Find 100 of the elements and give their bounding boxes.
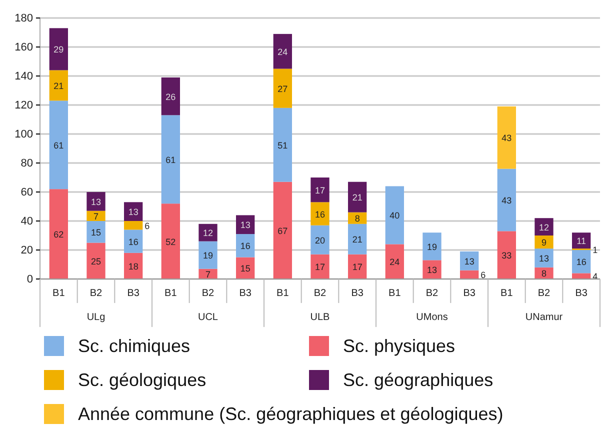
data-label: 29: [54, 44, 64, 55]
data-label: 1: [592, 244, 598, 255]
data-label: 51: [278, 140, 288, 150]
x-tick-label: B2: [90, 288, 103, 299]
data-label: 21: [352, 234, 362, 245]
data-label: 52: [166, 236, 176, 247]
data-label: 17: [352, 262, 362, 272]
x-tick-label: B1: [500, 288, 514, 299]
y-tick-label: 100: [14, 128, 33, 141]
bar: [422, 260, 442, 279]
text: UMons: [416, 312, 448, 323]
bar: [497, 168, 516, 232]
text: ULg: [86, 312, 106, 323]
bar: [348, 182, 367, 212]
y-tick-label: 160: [14, 42, 33, 54]
bar: [124, 202, 143, 221]
data-label: 13: [240, 220, 250, 230]
data-label: 9: [541, 238, 547, 248]
data-label: 16: [240, 241, 250, 252]
bar: [124, 221, 143, 230]
bar: [310, 178, 330, 202]
bar: [161, 115, 180, 204]
bar: [198, 241, 218, 269]
data-label: 16: [576, 257, 586, 268]
bar: [198, 224, 218, 242]
bar: [348, 254, 367, 279]
bar: [572, 273, 591, 279]
y-tick-label: 0: [26, 274, 33, 286]
data-label: 13: [90, 196, 102, 207]
x-tick-label: B1: [52, 288, 66, 299]
x-tick-label: B1: [276, 288, 290, 299]
data-label: 33: [502, 250, 512, 261]
data-label: 7: [93, 211, 99, 222]
bar: [86, 221, 106, 243]
x-tick-label: B3: [127, 288, 140, 299]
data-label: 7: [205, 269, 211, 280]
bar: [273, 68, 292, 108]
data-label: 24: [390, 257, 400, 268]
data-label: 15: [240, 264, 250, 274]
bar: [86, 192, 106, 211]
data-label: 24: [278, 46, 288, 57]
data-label: 17: [314, 185, 326, 196]
data-label: 19: [426, 242, 438, 252]
data-label: 6: [480, 270, 486, 280]
y-tick-label: 60: [20, 186, 33, 199]
data-label: 16: [314, 209, 326, 220]
data-label: 13: [128, 207, 138, 218]
bar: [236, 234, 255, 258]
legend-label: Sc. physiques: [343, 336, 456, 356]
bar: [534, 236, 554, 249]
x-tick-label: B1: [164, 288, 178, 299]
bar: [124, 230, 143, 253]
bar: [460, 270, 479, 279]
data-label: 21: [54, 80, 64, 91]
bar: [49, 28, 68, 70]
x-tick-label: B3: [575, 288, 588, 299]
bar: [86, 242, 106, 279]
bar: [310, 254, 330, 279]
bar: [348, 224, 367, 254]
bar: [273, 108, 292, 182]
legend-label: Sc. géographiques: [343, 370, 494, 390]
bar: [310, 225, 330, 254]
text: ULB: [310, 312, 330, 323]
bar: [497, 231, 516, 279]
data-label: 62: [54, 230, 64, 240]
bar: [422, 232, 442, 260]
bar: [460, 251, 479, 270]
legend-label: Année commune (Sc. géographiques et géologiques): [78, 404, 504, 424]
data-label: 20: [314, 235, 326, 246]
bar: [385, 244, 404, 279]
data-label: 12: [202, 228, 214, 238]
legend-label: Sc. géologiques: [78, 370, 206, 390]
bar: [310, 202, 330, 226]
y-tick-label: 140: [14, 70, 33, 83]
x-tick-label: B2: [426, 288, 439, 299]
data-label: 43: [502, 133, 512, 144]
legend-label: Sc. chimiques: [78, 336, 190, 356]
y-tick-label: 120: [14, 100, 33, 112]
bar: [534, 248, 554, 268]
text: UNamur: [525, 312, 564, 323]
bar: [49, 189, 68, 279]
data-label: 13: [426, 265, 438, 276]
data-label: 21: [352, 192, 362, 203]
data-label: 67: [278, 226, 288, 236]
data-label: 6: [144, 220, 150, 231]
data-label: 11: [576, 236, 586, 246]
data-label: 61: [166, 154, 176, 165]
data-label: 17: [314, 262, 326, 272]
data-label: 26: [166, 92, 176, 102]
bar: [161, 77, 180, 116]
x-tick-label: B2: [202, 288, 215, 299]
y-tick-label: 20: [20, 244, 33, 257]
bar: [273, 182, 292, 279]
bar: [86, 210, 106, 221]
x-tick-label: B1: [388, 288, 402, 299]
data-label: 16: [128, 236, 138, 247]
bar: [572, 232, 591, 249]
data-label: 8: [354, 214, 360, 224]
data-label: 13: [538, 253, 550, 264]
bar: [236, 215, 255, 234]
